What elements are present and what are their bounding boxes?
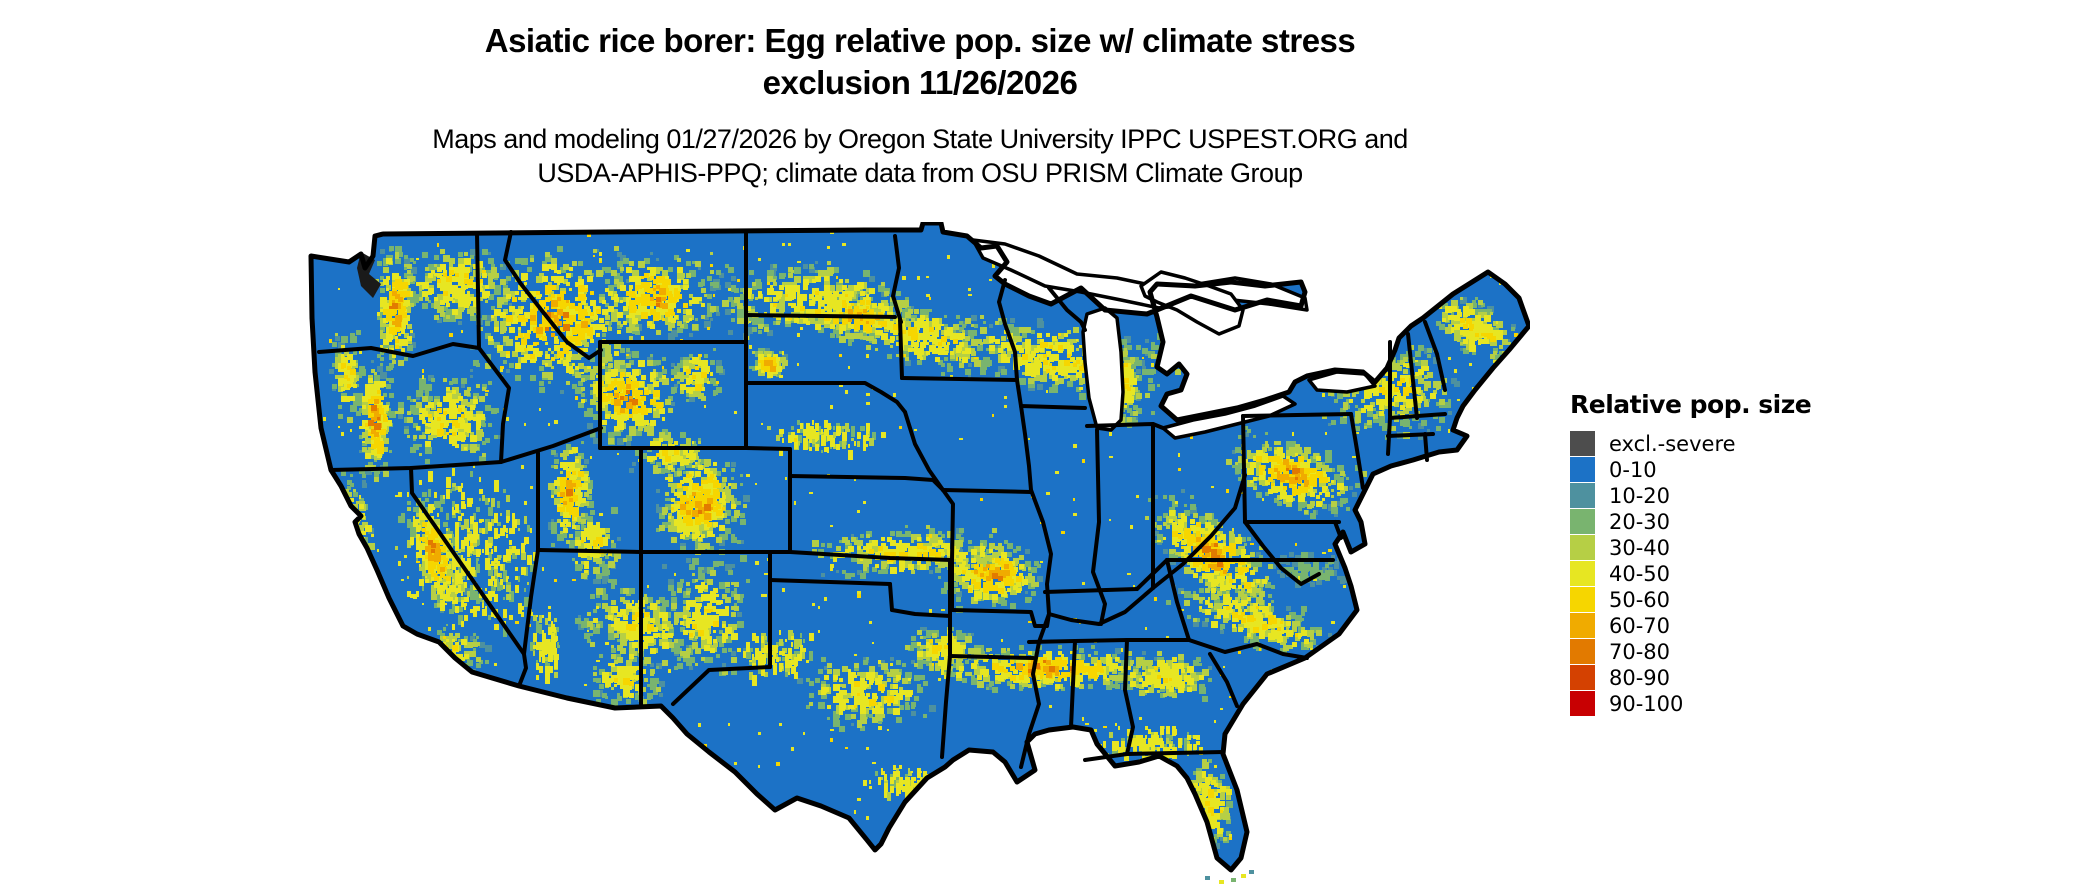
legend-item: 70-80 xyxy=(1570,639,1930,664)
legend-swatch xyxy=(1570,639,1595,664)
legend-label: 80-90 xyxy=(1609,665,1671,690)
legend-item: 40-50 xyxy=(1570,561,1930,586)
legend-swatch xyxy=(1570,665,1595,690)
legend-swatch xyxy=(1570,431,1595,456)
legend: Relative pop. size excl.-severe 0-10 10-20… xyxy=(1570,390,1930,717)
page-title-line2: exclusion 11/26/2026 xyxy=(762,64,1078,101)
legend-swatch xyxy=(1570,483,1595,508)
page-title-line1: Asiatic rice borer: Egg relative pop. si… xyxy=(484,22,1356,59)
legend-swatch xyxy=(1570,535,1595,560)
legend-swatch xyxy=(1570,691,1595,716)
legend-items: excl.-severe 0-10 10-20 20-30 30-40 40-50 50-6… xyxy=(1570,431,1930,716)
legend-swatch xyxy=(1570,509,1595,534)
legend-label: 0-10 xyxy=(1609,457,1657,482)
legend-item: 80-90 xyxy=(1570,665,1930,690)
legend-label: 20-30 xyxy=(1609,509,1671,534)
legend-item: 20-30 xyxy=(1570,509,1930,534)
us-risk-map xyxy=(305,222,1530,890)
page-subtitle: Maps and modeling 01/27/2026 by Oregon S… xyxy=(0,122,1840,190)
map-header: Asiatic rice borer: Egg relative pop. si… xyxy=(0,20,1840,190)
legend-item: 90-100 xyxy=(1570,691,1930,716)
legend-title: Relative pop. size xyxy=(1570,390,1812,419)
legend-item: 30-40 xyxy=(1570,535,1930,560)
legend-item: excl.-severe xyxy=(1570,431,1930,456)
legend-label: 40-50 xyxy=(1609,561,1671,586)
legend-swatch xyxy=(1570,561,1595,586)
legend-item: 60-70 xyxy=(1570,613,1930,638)
legend-item: 0-10 xyxy=(1570,457,1930,482)
legend-label: 60-70 xyxy=(1609,613,1671,638)
legend-label: 30-40 xyxy=(1609,535,1671,560)
legend-swatch xyxy=(1570,587,1595,612)
legend-label: 70-80 xyxy=(1609,639,1671,664)
legend-swatch xyxy=(1570,613,1595,638)
legend-label: 90-100 xyxy=(1609,691,1684,716)
page-subtitle-line1: Maps and modeling 01/27/2026 by Oregon S… xyxy=(432,124,1408,154)
legend-label: 10-20 xyxy=(1609,483,1671,508)
legend-label: 50-60 xyxy=(1609,587,1671,612)
us-map-svg xyxy=(308,222,1530,884)
legend-item: 50-60 xyxy=(1570,587,1930,612)
legend-swatch xyxy=(1570,457,1595,482)
legend-label: excl.-severe xyxy=(1609,431,1736,456)
page-subtitle-line2: USDA-APHIS-PPQ; climate data from OSU PR… xyxy=(537,158,1303,188)
legend-item: 10-20 xyxy=(1570,483,1930,508)
